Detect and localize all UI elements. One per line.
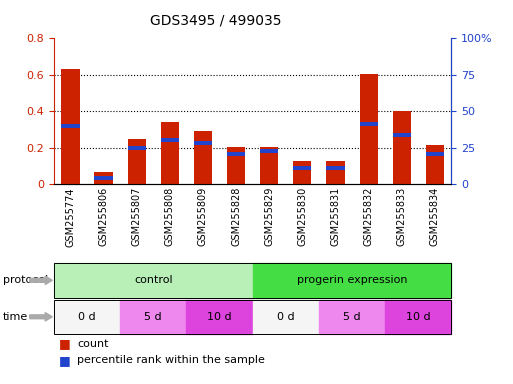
Bar [62, 70, 80, 184]
Bar [392, 133, 411, 137]
Text: protocol: protocol [3, 275, 48, 285]
Bar [260, 149, 279, 152]
Bar [94, 176, 113, 180]
Bar [360, 74, 378, 184]
Text: count: count [77, 339, 108, 349]
Bar [128, 146, 146, 150]
Bar [260, 147, 279, 184]
Bar [426, 145, 444, 184]
Text: 0 d: 0 d [78, 312, 96, 322]
Bar [326, 166, 345, 170]
Text: percentile rank within the sample: percentile rank within the sample [77, 355, 265, 365]
Bar [392, 111, 411, 184]
Bar [426, 152, 444, 156]
Bar [293, 161, 311, 184]
Text: control: control [134, 275, 172, 285]
Bar [128, 139, 146, 184]
Text: 5 d: 5 d [343, 312, 361, 322]
Bar [227, 152, 245, 156]
Bar [94, 172, 113, 184]
Bar [360, 122, 378, 126]
Text: progerin expression: progerin expression [297, 275, 407, 285]
Bar [161, 122, 179, 184]
Bar [161, 137, 179, 142]
Bar [227, 147, 245, 184]
Bar [293, 166, 311, 170]
Text: GDS3495 / 499035: GDS3495 / 499035 [150, 13, 281, 27]
Text: 0 d: 0 d [277, 312, 294, 322]
Bar [326, 161, 345, 184]
Text: 10 d: 10 d [406, 312, 430, 322]
Bar [194, 131, 212, 184]
Text: ■: ■ [59, 354, 71, 367]
Text: 5 d: 5 d [145, 312, 162, 322]
Text: ■: ■ [59, 337, 71, 350]
Bar [62, 124, 80, 128]
Text: time: time [3, 312, 28, 322]
Bar [194, 141, 212, 145]
Text: 10 d: 10 d [207, 312, 232, 322]
